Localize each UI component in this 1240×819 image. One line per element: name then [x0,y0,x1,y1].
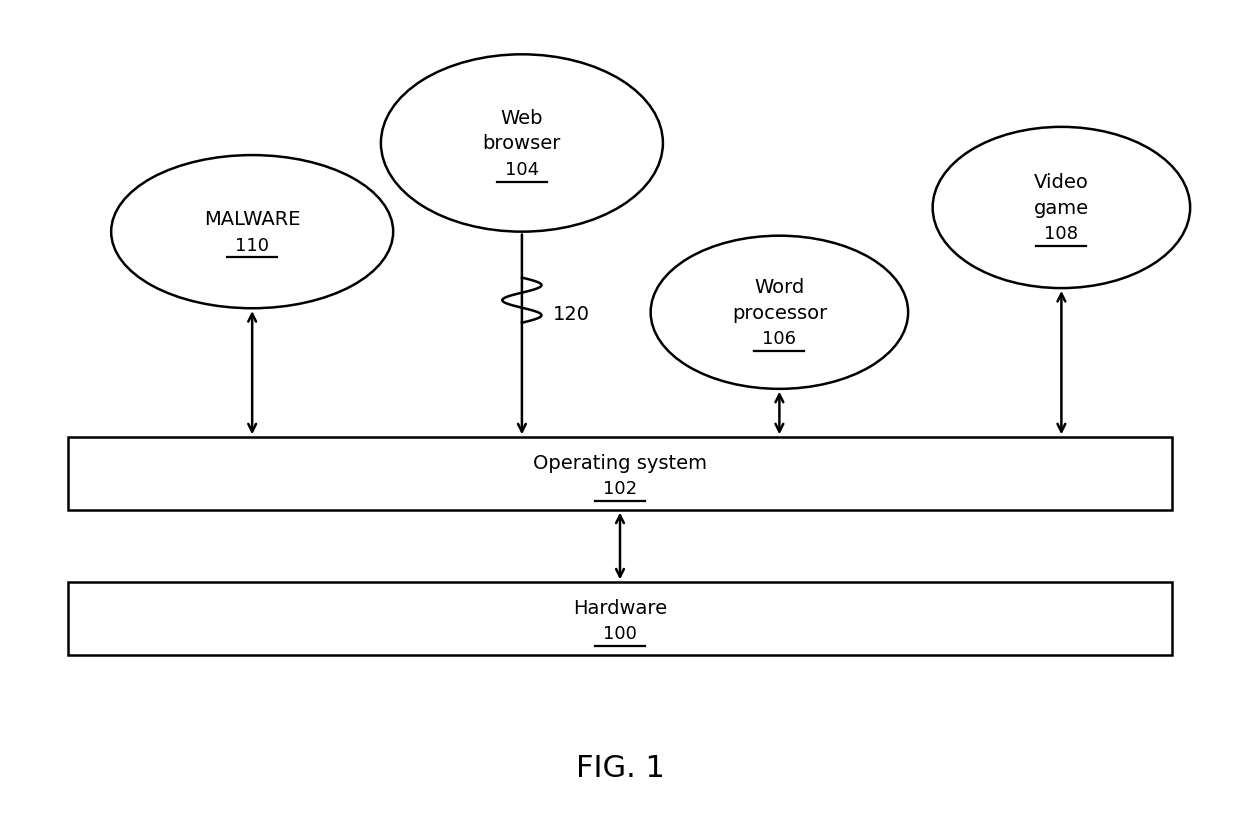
Text: Web: Web [501,109,543,128]
Ellipse shape [112,156,393,309]
Text: 100: 100 [603,624,637,642]
Ellipse shape [932,128,1190,289]
Text: FIG. 1: FIG. 1 [575,753,665,782]
Text: Operating system: Operating system [533,453,707,472]
Text: browser: browser [482,134,560,153]
Text: MALWARE: MALWARE [203,210,300,229]
Text: 102: 102 [603,479,637,497]
Text: 106: 106 [763,330,796,347]
FancyBboxPatch shape [68,582,1172,655]
FancyBboxPatch shape [68,437,1172,510]
Text: 108: 108 [1044,225,1079,243]
Text: processor: processor [732,303,827,323]
Ellipse shape [651,237,908,389]
Text: 110: 110 [236,236,269,254]
Ellipse shape [381,55,663,233]
Text: Hardware: Hardware [573,598,667,617]
Text: Video: Video [1034,173,1089,192]
Text: 120: 120 [553,305,589,324]
Text: Word: Word [754,278,805,296]
Text: game: game [1034,199,1089,218]
Text: 104: 104 [505,161,539,179]
